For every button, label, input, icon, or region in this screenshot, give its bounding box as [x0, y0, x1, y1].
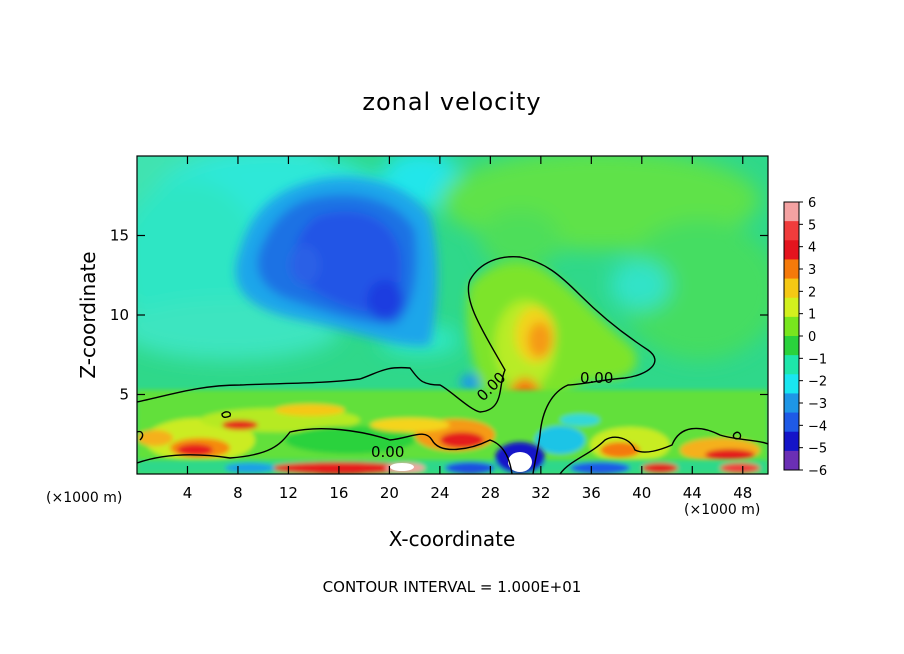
colorbar-label: 2	[808, 285, 816, 300]
x-tick-label: 40	[632, 484, 651, 502]
colorbar-swatch	[784, 412, 799, 433]
colorbar-swatch	[784, 393, 799, 414]
contour-label: 0.00	[371, 443, 404, 461]
x-axis: 4 8 12 16 20 24 28 32 36 40 44 48	[183, 156, 752, 502]
y-tick-label: 10	[110, 306, 129, 324]
colorbar-swatch	[784, 240, 799, 260]
colorbar-label: 3	[808, 263, 816, 278]
colorbar: 6 5 4 3 2 1 0 −1 −2 −3 −4 −5 −6	[783, 196, 827, 479]
y-axis-label: Z-coordinate	[76, 251, 100, 379]
x-tick-label: 44	[683, 484, 702, 502]
x-tick-label: 4	[183, 484, 193, 502]
colorbar-label: 0	[808, 330, 816, 345]
x-axis-label: X-coordinate	[388, 527, 516, 551]
velocity-field: 0.00 0.00 0.00	[137, 156, 768, 474]
colorbar-swatch	[784, 374, 799, 394]
colorbar-swatch	[784, 336, 799, 356]
colorbar-label: 4	[808, 241, 816, 256]
colorbar-swatch	[784, 355, 799, 375]
colorbar-swatch	[784, 450, 799, 471]
x-tick-label: 12	[279, 484, 298, 502]
x-tick-label: 28	[481, 484, 500, 502]
chart-title: zonal velocity	[362, 88, 542, 116]
x-unit-right: (×1000 m)	[684, 502, 761, 518]
contour-interval-note: CONTOUR INTERVAL = 1.000E+01	[322, 578, 582, 596]
colorbar-label: −1	[808, 352, 827, 367]
colorbar-label: −2	[808, 375, 827, 390]
x-tick-label: 20	[380, 484, 399, 502]
colorbar-label: 5	[808, 218, 816, 233]
x-tick-label: 24	[430, 484, 449, 502]
x-tick-label: 48	[733, 484, 752, 502]
zero-contours	[137, 255, 768, 474]
x-tick-label: 32	[531, 484, 550, 502]
colorbar-swatch	[784, 202, 799, 222]
colorbar-swatch	[784, 278, 799, 299]
x-tick-label: 16	[329, 484, 348, 502]
colorbar-label: −3	[808, 397, 827, 412]
colorbar-label: 1	[808, 308, 816, 323]
x-tick-label: 36	[582, 484, 601, 502]
colorbar-label: −5	[808, 442, 827, 457]
x-unit-left: (×1000 m)	[46, 490, 123, 506]
colorbar-swatch	[784, 259, 799, 280]
y-axis: 5 10 15	[110, 227, 768, 404]
colorbar-swatch	[784, 431, 799, 452]
y-tick-label: 15	[110, 227, 129, 245]
colorbar-label: 6	[808, 196, 816, 211]
colorbar-swatch	[784, 221, 799, 241]
colorbar-swatch	[784, 297, 799, 318]
colorbar-label: −4	[808, 419, 827, 434]
colorbar-label: −6	[808, 464, 827, 479]
y-tick-label: 5	[119, 386, 129, 404]
x-tick-label: 8	[233, 484, 243, 502]
contour-label: 0.00	[580, 369, 613, 387]
colorbar-swatch	[784, 316, 799, 337]
